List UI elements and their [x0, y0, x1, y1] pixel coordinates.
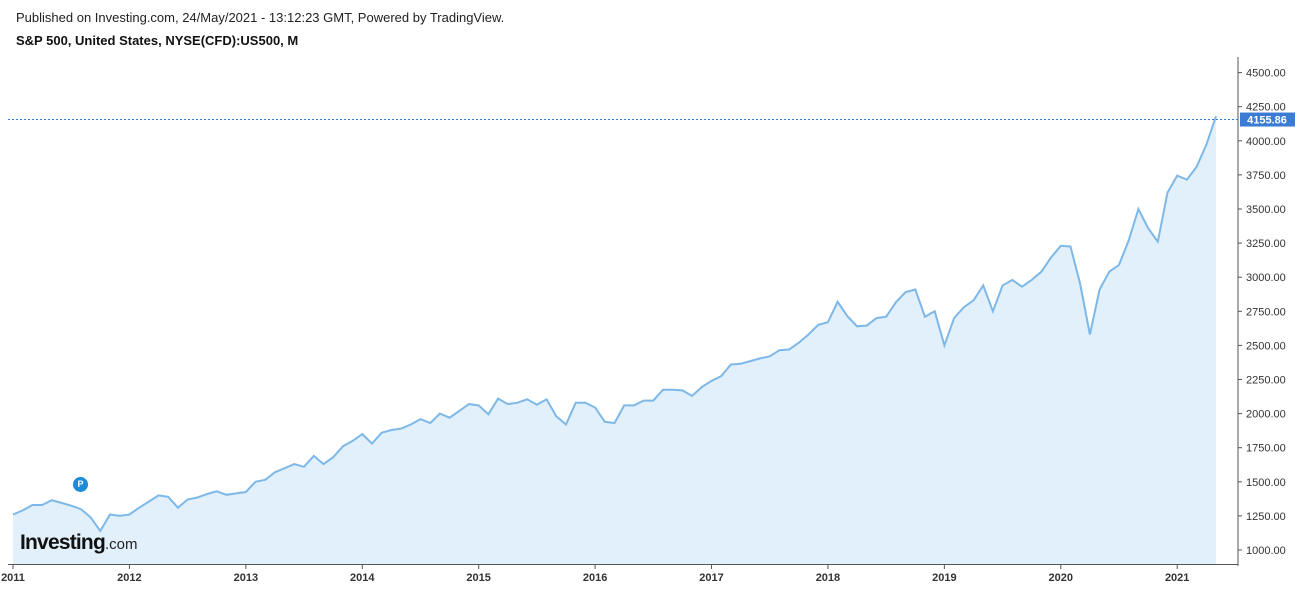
y-tick-label: 1500.00: [1246, 477, 1286, 489]
y-tick-label: 4000.00: [1246, 136, 1286, 148]
y-tick-label: 2250.00: [1246, 375, 1286, 387]
y-tick-label: 4500.00: [1246, 68, 1286, 80]
series-line: [12, 115, 1217, 533]
x-tick-label: 2017: [699, 572, 723, 584]
y-tick-label: 2000.00: [1246, 409, 1286, 421]
y-tick-label: 3250.00: [1246, 238, 1286, 250]
x-tick-label: 2018: [816, 572, 840, 584]
last-price-badge: [1240, 112, 1295, 127]
y-tick-layer: 1000.00 1250.00 1500.00 1750.00 2000.00 2250.…: [1238, 68, 1286, 557]
x-tick-label: 2019: [932, 572, 956, 584]
y-tick-label: 2500.00: [1246, 340, 1286, 352]
y-tick-label: 1250.00: [1246, 511, 1286, 523]
last-price-layer: 4155.86: [8, 112, 1295, 127]
logo-brand: Investing: [20, 531, 106, 554]
y-tick-label: 3000.00: [1246, 272, 1286, 284]
x-tick-label: 2021: [1165, 572, 1189, 584]
logo-suffix: .com: [104, 536, 138, 553]
y-tick-label: 1000.00: [1246, 545, 1286, 557]
x-tick-label: 2016: [583, 572, 607, 584]
y-tick-label: 1750.00: [1246, 443, 1286, 455]
y-tick-label: 3500.00: [1246, 204, 1286, 216]
x-tick-layer: 2011 2012 2013 2014 2015 2016 2017 2018 2019 2020…: [1, 564, 1189, 584]
chart-title: S&P 500, United States, NYSE(CFD):US500,…: [16, 33, 299, 48]
p-marker-badge[interactable]: P: [73, 477, 88, 492]
y-tick-label: 2750.00: [1246, 306, 1286, 318]
investing-logo: Investing.com: [20, 531, 138, 555]
last-price-label: 4155.86: [1247, 115, 1287, 127]
area-layer: [12, 115, 1217, 564]
y-tick-label: 4250.00: [1246, 102, 1286, 114]
x-tick-label: 2012: [117, 572, 141, 584]
x-tick-label: 2014: [350, 572, 375, 584]
publish-info: Published on Investing.com, 24/May/2021 …: [16, 10, 505, 25]
x-tick-label: 2013: [234, 572, 258, 584]
x-tick-label: 2011: [1, 572, 25, 584]
x-tick-label: 2020: [1049, 572, 1073, 584]
x-tick-label: 2015: [466, 572, 490, 584]
y-tick-label: 3750.00: [1246, 170, 1286, 182]
area-fill: [13, 116, 1216, 564]
